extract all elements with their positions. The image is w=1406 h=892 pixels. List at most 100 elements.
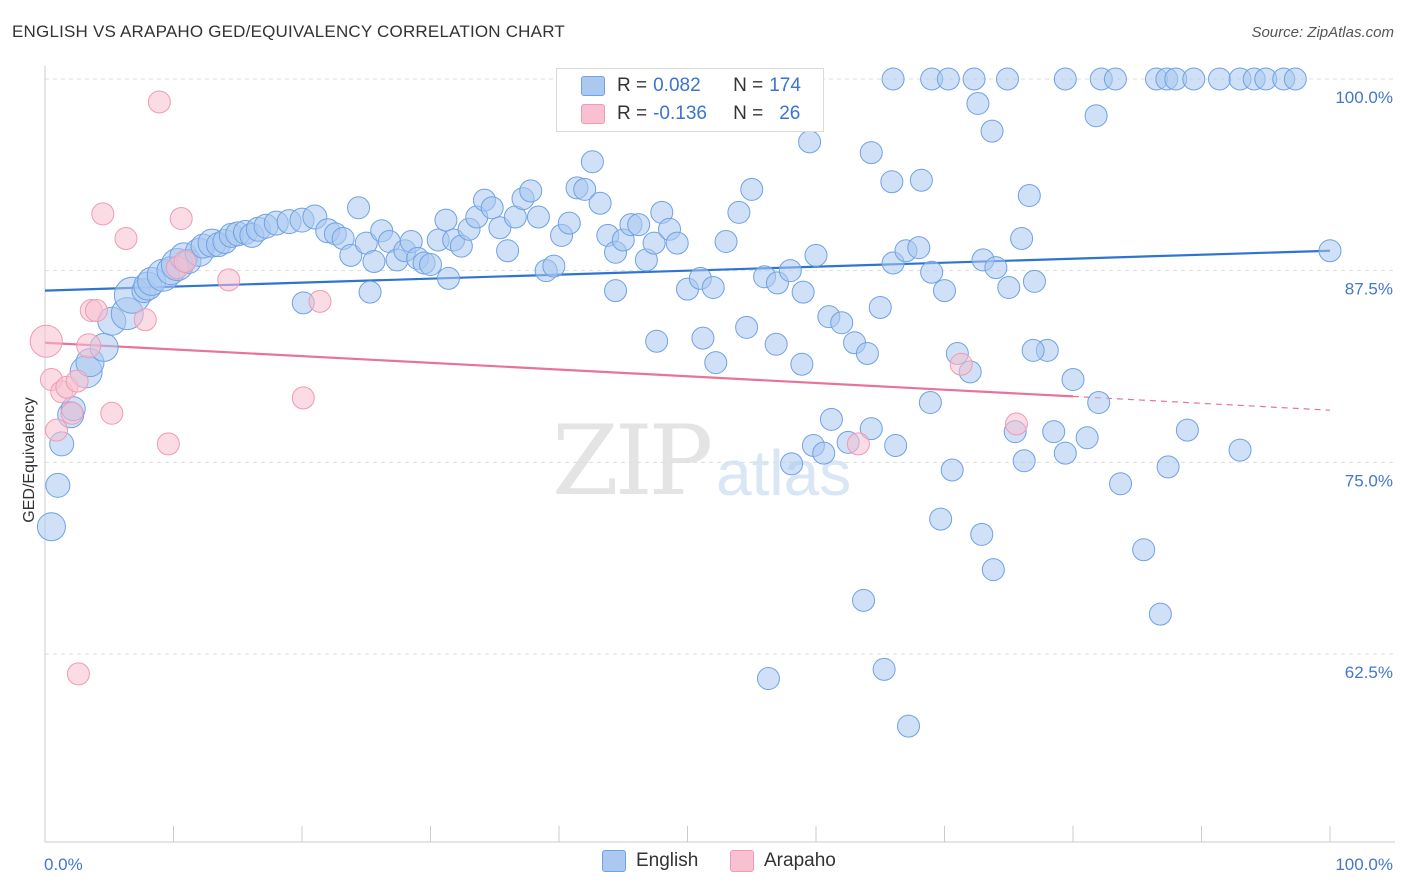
english-point: [1103, 67, 1127, 91]
arapaho-point: [45, 418, 69, 442]
english-point: [1061, 368, 1085, 392]
english-point: [362, 249, 386, 273]
english-point: [852, 588, 876, 612]
english-point: [981, 558, 1005, 582]
arapaho-point: [846, 432, 870, 456]
data-points: [29, 67, 1342, 738]
legend-item-arapaho[interactable]: Arapaho: [730, 850, 836, 872]
r-label: R =: [617, 103, 648, 124]
english-point: [881, 67, 905, 91]
arapaho-point: [173, 249, 197, 273]
english-point: [627, 213, 651, 237]
arapaho-point: [91, 202, 115, 226]
arapaho-point: [84, 299, 108, 323]
english-point: [580, 150, 604, 174]
english-point: [756, 667, 780, 691]
arapaho-point: [291, 386, 315, 410]
legend-row-english: R = 0.082 N = 174: [581, 73, 801, 99]
arapaho-point: [217, 268, 241, 292]
x-tick-label-min: 0.0%: [44, 855, 83, 874]
arapaho-point: [169, 207, 193, 231]
english-point: [997, 276, 1021, 300]
english-point: [604, 279, 628, 303]
arapaho-point: [60, 401, 84, 425]
english-point: [812, 441, 836, 465]
english-point: [542, 254, 566, 278]
axes: [44, 66, 1395, 843]
english-point: [1207, 67, 1231, 91]
n-value-arapaho: 26: [779, 103, 801, 124]
english-point: [419, 253, 442, 277]
english-point: [980, 119, 1004, 143]
english-point: [740, 177, 764, 201]
english-point: [859, 141, 883, 165]
english-point: [830, 311, 854, 335]
english-point: [918, 391, 942, 415]
english-point: [36, 512, 66, 542]
english-point: [1156, 455, 1180, 479]
english-point: [642, 231, 666, 255]
arapaho-point: [29, 324, 63, 358]
n-value-english: 174: [769, 75, 801, 96]
english-point: [855, 341, 879, 365]
y-tick-label: 75.0%: [1345, 471, 1393, 490]
n-label: N =: [733, 75, 764, 96]
legend-swatch-arapaho: [581, 104, 605, 124]
english-point: [966, 92, 990, 116]
english-point: [1017, 184, 1041, 208]
english-point: [496, 239, 520, 263]
y-axis-title: GED/Equivalency: [21, 397, 38, 522]
axis-labels: 100.0% 87.5% 75.0% 62.5% 0.0% 100.0% GED/Equiv…: [21, 88, 1393, 874]
english-point: [995, 67, 1019, 91]
arapaho-point: [156, 432, 180, 456]
trend-lines: [44, 249, 1331, 411]
english-point: [1182, 67, 1206, 91]
english-point: [339, 243, 363, 267]
arapaho-point: [114, 226, 138, 250]
source-label: Source: ZipAtlas.com: [1251, 24, 1394, 41]
arapaho-trend-line: [44, 341, 1074, 398]
legend-item-english[interactable]: English: [602, 850, 698, 872]
english-point: [519, 179, 543, 203]
english-point: [920, 260, 944, 284]
english-point: [933, 279, 956, 303]
english-point: [701, 276, 725, 300]
y-tick-label: 100.0%: [1335, 88, 1393, 107]
x-tick-label-max: 100.0%: [1335, 855, 1393, 874]
english-point: [929, 507, 953, 531]
legend-row-arapaho: R = -0.136 N = 26: [581, 101, 800, 127]
english-point: [819, 407, 843, 431]
arapaho-point: [76, 333, 102, 359]
arapaho-point: [949, 352, 973, 376]
english-point: [480, 196, 504, 220]
english-point: [1042, 420, 1066, 444]
english-point: [897, 714, 921, 738]
english-point: [45, 472, 71, 498]
english-point: [962, 67, 986, 91]
legend-swatch-english: [581, 76, 605, 96]
series-legend: English Arapaho: [0, 850, 1406, 878]
english-point: [909, 168, 933, 192]
legend-swatch-arapaho: [730, 850, 754, 872]
arapaho-point: [133, 308, 157, 332]
arapaho-point: [100, 401, 124, 425]
english-point: [526, 205, 550, 229]
english-point: [859, 417, 883, 441]
r-value-arapaho: -0.136: [653, 103, 707, 124]
english-point: [791, 280, 815, 304]
english-point: [1012, 449, 1036, 473]
arapaho-point: [66, 662, 90, 686]
english-point: [880, 170, 904, 194]
english-point: [872, 657, 896, 681]
english-point: [907, 236, 931, 260]
english-point: [868, 295, 892, 319]
english-point: [1010, 226, 1034, 250]
english-point: [1021, 338, 1045, 362]
arapaho-point: [65, 369, 89, 393]
english-point: [665, 231, 689, 255]
english-point: [1087, 391, 1111, 415]
y-tick-label: 62.5%: [1345, 663, 1393, 682]
arapaho-point: [308, 289, 332, 313]
english-point: [780, 452, 804, 476]
legend-swatch-english: [602, 850, 626, 872]
